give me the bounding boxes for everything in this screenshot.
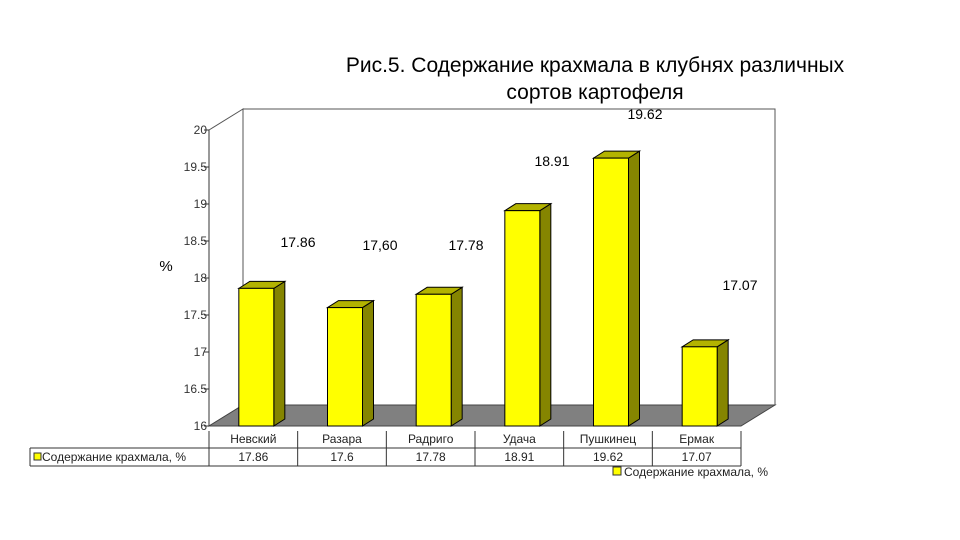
table-value: 17.78 xyxy=(416,450,446,464)
bar xyxy=(327,307,363,427)
x-category-label: Невский xyxy=(230,432,276,446)
y-tick-label: 18.5 xyxy=(184,234,208,248)
x-category-label: Ермак xyxy=(679,432,715,446)
y-tick-label: 17 xyxy=(194,345,208,359)
data-label: 17.86 xyxy=(280,234,315,250)
data-label: 17,60 xyxy=(362,237,397,253)
bar-side xyxy=(450,286,463,427)
table-value: 17.6 xyxy=(330,450,354,464)
y-tick-label: 19 xyxy=(194,197,208,211)
chart-title: Рис.5. Содержание крахмала в клубнях раз… xyxy=(345,54,845,104)
data-label: 19.62 xyxy=(627,106,662,122)
table-legend-key xyxy=(33,452,42,461)
legend-label: Содержание крахмала, % xyxy=(624,465,768,479)
table-value: 19.62 xyxy=(593,450,623,464)
y-tick-label: 17.5 xyxy=(184,308,208,322)
bar xyxy=(415,293,452,427)
y-tick-label: 16 xyxy=(194,419,208,433)
bar xyxy=(504,210,541,427)
side-wall xyxy=(208,108,244,427)
bar xyxy=(593,157,629,427)
legend-key xyxy=(612,466,622,476)
y-tick-label: 19.5 xyxy=(184,160,208,174)
x-category-label: Разара xyxy=(322,432,362,446)
y-tick-label: 20 xyxy=(194,123,208,137)
bar xyxy=(238,287,275,427)
y-tick-label: 16.5 xyxy=(184,382,208,396)
bar-side xyxy=(628,150,640,427)
x-category-label: Удача xyxy=(503,432,536,446)
y-axis-label: % xyxy=(159,258,172,275)
table-value: 17.07 xyxy=(682,450,712,464)
bar-side xyxy=(716,338,729,427)
bar-side xyxy=(362,299,374,427)
data-label: 17.78 xyxy=(448,237,483,253)
table-series-name: Содержание крахмала, % xyxy=(42,450,186,464)
table-value: 18.91 xyxy=(504,450,534,464)
data-label: 17.07 xyxy=(722,277,757,293)
x-category-label: Пушкинец xyxy=(580,432,637,446)
y-tick-label: 18 xyxy=(194,271,208,285)
bar xyxy=(681,346,718,427)
x-category-label: Радриго xyxy=(408,432,454,446)
bar-side xyxy=(273,280,286,427)
data-label: 18.91 xyxy=(534,153,569,169)
bar-side xyxy=(539,202,552,427)
table-value: 17.86 xyxy=(238,450,268,464)
